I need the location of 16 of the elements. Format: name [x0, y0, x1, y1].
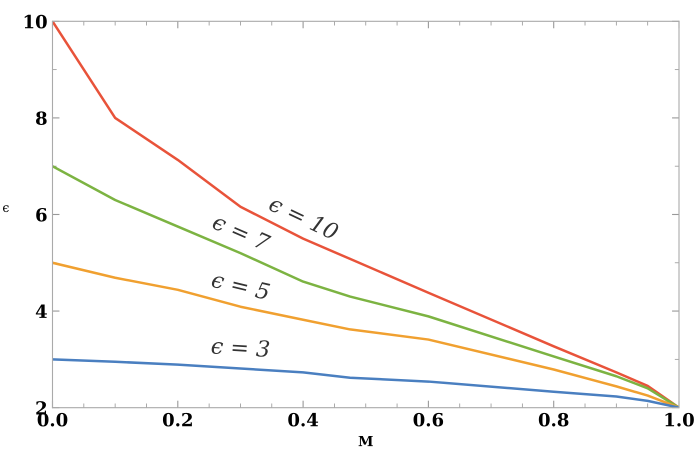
x-tick-label: 0.4 — [288, 412, 318, 426]
y-tick-label: 6 — [36, 208, 47, 222]
line-series — [52, 21, 679, 408]
x-tick-label: 0.6 — [414, 412, 444, 426]
x-tick-label: 0.8 — [538, 412, 568, 426]
y-axis-title: ϵ — [2, 205, 9, 212]
x-tick-label: 1.0 — [666, 412, 694, 426]
text: ϵ = 7 — [212, 212, 272, 252]
y-tick-label: 8 — [36, 111, 47, 126]
x-tick-label: 0.0 — [38, 412, 68, 426]
y-tick-label: 10 — [24, 14, 47, 28]
x-tick-label: 0.2 — [162, 412, 192, 426]
y-tick-label: 4 — [36, 304, 47, 318]
text: ϵ = 5 — [211, 270, 270, 300]
series-label: ϵ = 3 — [211, 336, 270, 358]
x-axis-title: M — [358, 436, 373, 446]
